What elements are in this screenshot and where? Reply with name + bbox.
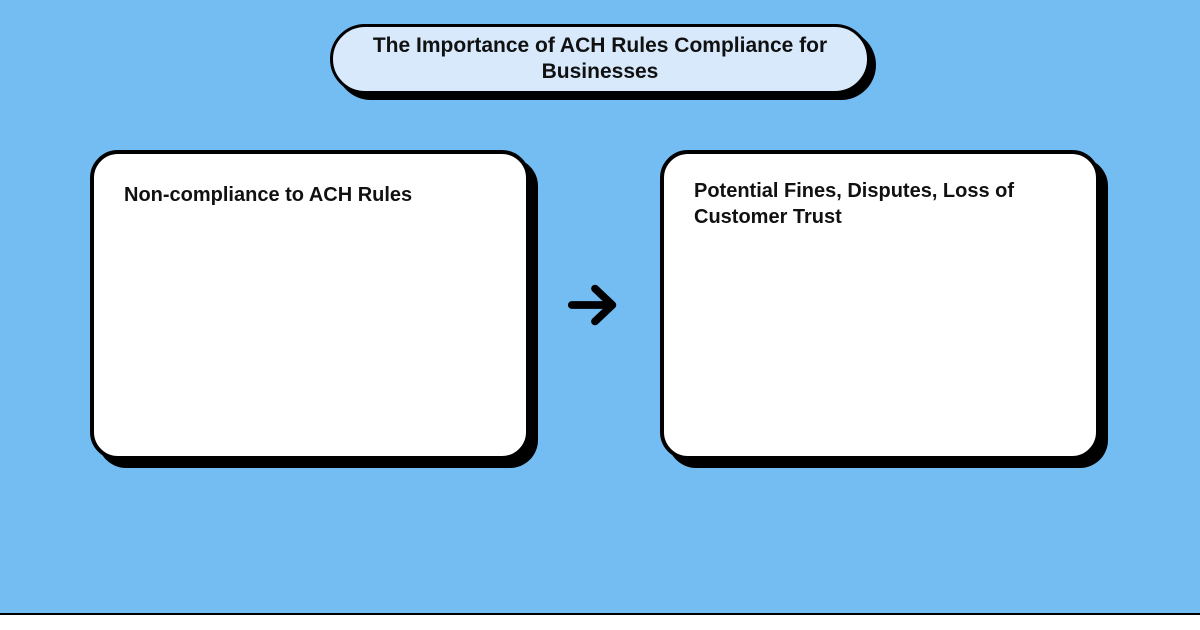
box-right-container: Potential Fines, Disputes, Loss of Custo…: [660, 150, 1100, 460]
box-left-container: Non-compliance to ACH Rules: [90, 150, 530, 460]
title-text: The Importance of ACH Rules Compliance f…: [363, 33, 837, 86]
box-left: Non-compliance to ACH Rules: [90, 150, 530, 460]
box-right-text: Potential Fines, Disputes, Loss of Custo…: [694, 178, 1036, 230]
diagram-canvas: The Importance of ACH Rules Compliance f…: [0, 0, 1200, 615]
title-container: The Importance of ACH Rules Compliance f…: [330, 24, 870, 94]
box-left-text: Non-compliance to ACH Rules: [124, 182, 466, 208]
arrow-right-icon: [566, 280, 624, 330]
box-right: Potential Fines, Disputes, Loss of Custo…: [660, 150, 1100, 460]
title-pill: The Importance of ACH Rules Compliance f…: [330, 24, 870, 94]
bottom-band: [0, 615, 1200, 630]
